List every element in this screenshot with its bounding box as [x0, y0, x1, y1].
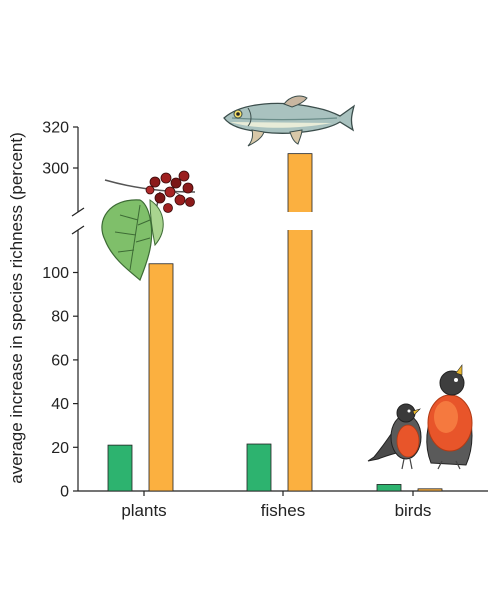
hawthorn-sprig-icon: [102, 171, 195, 280]
y-axis-title: average increase in species richness (pe…: [7, 132, 26, 484]
bar-fishes-green: [247, 444, 271, 491]
y-tick-label: 300: [42, 161, 69, 178]
x-tick-label-fishes: fishes: [261, 501, 305, 520]
fish-icon: [224, 96, 354, 146]
y-tick-label: 100: [42, 265, 69, 282]
bar-birds-green: [377, 484, 401, 491]
y-tick-label: 320: [42, 120, 69, 137]
bar-plants-orange: [149, 264, 173, 491]
bar-plants-green: [108, 445, 132, 491]
y-tick-label: 20: [51, 440, 69, 457]
x-tick-labels: plants fishes birds: [121, 501, 431, 520]
x-tick-label-plants: plants: [121, 501, 166, 520]
bar-fishes-orange: [288, 154, 312, 491]
robin-icon: [368, 365, 472, 469]
y-tick-label: 40: [51, 396, 69, 413]
y-tick-label: 60: [51, 352, 69, 369]
y-tick-label: 80: [51, 309, 69, 326]
y-tick-label: 0: [60, 484, 69, 501]
bar-birds-orange: [418, 489, 442, 491]
x-tick-label-birds: birds: [395, 501, 432, 520]
y-ticks: 0 20 40 60 80 100 300 320: [42, 120, 78, 501]
bar-break-gap: [286, 212, 314, 230]
axes: [72, 127, 488, 496]
